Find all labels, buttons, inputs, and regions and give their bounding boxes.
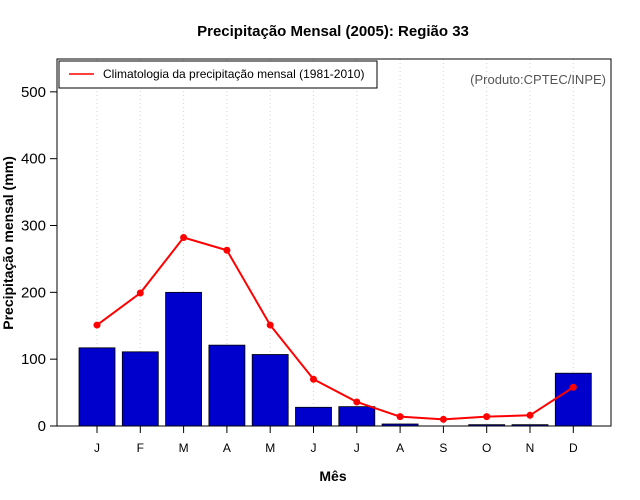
x-tick-label: F bbox=[137, 441, 144, 455]
climatology-point bbox=[526, 411, 534, 419]
climatology-point bbox=[266, 321, 274, 329]
legend: Climatologia da precipitação mensal (198… bbox=[58, 60, 378, 89]
climatology-point bbox=[136, 289, 144, 297]
precip-bar bbox=[208, 344, 246, 427]
y-tick-label: 400 bbox=[21, 151, 46, 168]
precip-bar bbox=[165, 291, 203, 427]
precip-bar bbox=[121, 351, 159, 427]
precip-bar bbox=[554, 372, 592, 427]
y-tick-label: 200 bbox=[21, 284, 46, 301]
x-tick-label: J bbox=[354, 441, 360, 455]
climatology-point bbox=[483, 413, 491, 421]
y-axis: 0 100 200 300 400 500 bbox=[21, 84, 57, 435]
x-tick-label: J bbox=[94, 441, 100, 455]
climatology-point bbox=[439, 415, 447, 423]
climatology-series bbox=[93, 234, 577, 423]
precip-bar bbox=[295, 406, 332, 427]
y-axis-label: Precipitação mensal (mm) bbox=[0, 156, 16, 330]
y-tick-label: 500 bbox=[21, 84, 46, 101]
x-tick-label: S bbox=[439, 441, 447, 455]
chart-title: Precipitação Mensal (2005): Região 33 bbox=[197, 23, 469, 40]
climatology-point bbox=[569, 383, 577, 391]
climatology-point bbox=[223, 246, 231, 254]
y-tick-label: 300 bbox=[21, 218, 46, 235]
bar-series bbox=[78, 291, 592, 427]
x-tick-label: A bbox=[223, 441, 231, 455]
precip-bar bbox=[338, 406, 376, 427]
x-tick-label: D bbox=[569, 441, 578, 455]
climatology-line bbox=[96, 236, 574, 421]
x-tick-label: O bbox=[482, 441, 491, 455]
climatology-point bbox=[396, 413, 404, 421]
credit-text: (Produto:CPTEC/INPE) bbox=[470, 72, 606, 87]
x-tick-label: N bbox=[526, 441, 535, 455]
climatology-point bbox=[310, 375, 317, 383]
precip-bar bbox=[251, 354, 289, 427]
x-tick-label: J bbox=[311, 441, 317, 455]
x-tick-label: A bbox=[396, 441, 404, 455]
y-tick-label: 100 bbox=[21, 351, 46, 368]
x-axis-label: Mês bbox=[319, 468, 346, 484]
legend-label: Climatologia da precipitação mensal (198… bbox=[103, 67, 364, 81]
legend-box bbox=[58, 60, 378, 89]
x-tick-label: M bbox=[265, 441, 275, 455]
climatology-point bbox=[93, 321, 101, 329]
y-tick-label: 0 bbox=[38, 418, 46, 435]
plot-frame bbox=[56, 58, 612, 427]
x-tick-label: M bbox=[179, 441, 189, 455]
precip-bar bbox=[78, 347, 116, 427]
climatology-point bbox=[353, 398, 361, 406]
climatology-point bbox=[180, 234, 188, 242]
